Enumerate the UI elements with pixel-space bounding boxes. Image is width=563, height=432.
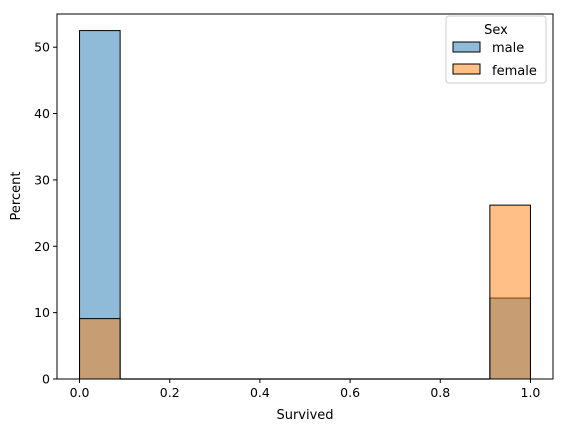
y-tick-label: 50: [34, 40, 50, 55]
x-axis-ticks: 0.0 0.2 0.4 0.6 0.8 1.0: [70, 379, 541, 400]
y-tick-label: 0: [42, 372, 50, 387]
legend: Sex male female: [445, 15, 547, 84]
plot-frame: [56, 13, 554, 380]
legend-label-male: male: [492, 41, 524, 56]
legend-swatch-male: [452, 41, 481, 53]
x-tick-label: 0.4: [250, 385, 270, 400]
y-tick-label: 30: [34, 172, 50, 187]
x-tick-label: 0.0: [70, 385, 90, 400]
y-axis-label: Percent: [9, 172, 24, 221]
bar-female-bin-1: [489, 204, 531, 380]
x-axis-label: Survived: [276, 408, 333, 423]
x-tick-label: 0.6: [340, 385, 360, 400]
legend-title: Sex: [484, 23, 508, 38]
legend-label-female: female: [492, 64, 537, 79]
y-tick-label: 10: [34, 305, 50, 320]
y-axis-ticks: 0 10 20 30 40 50: [34, 40, 57, 387]
y-tick-label: 40: [34, 106, 50, 121]
y-tick-label: 20: [34, 239, 50, 254]
x-tick-label: 0.8: [430, 385, 450, 400]
legend-swatch-female: [452, 63, 481, 75]
x-tick-label: 0.2: [160, 385, 180, 400]
x-tick-label: 1.0: [521, 385, 541, 400]
bar-female-bin-0: [79, 318, 121, 380]
